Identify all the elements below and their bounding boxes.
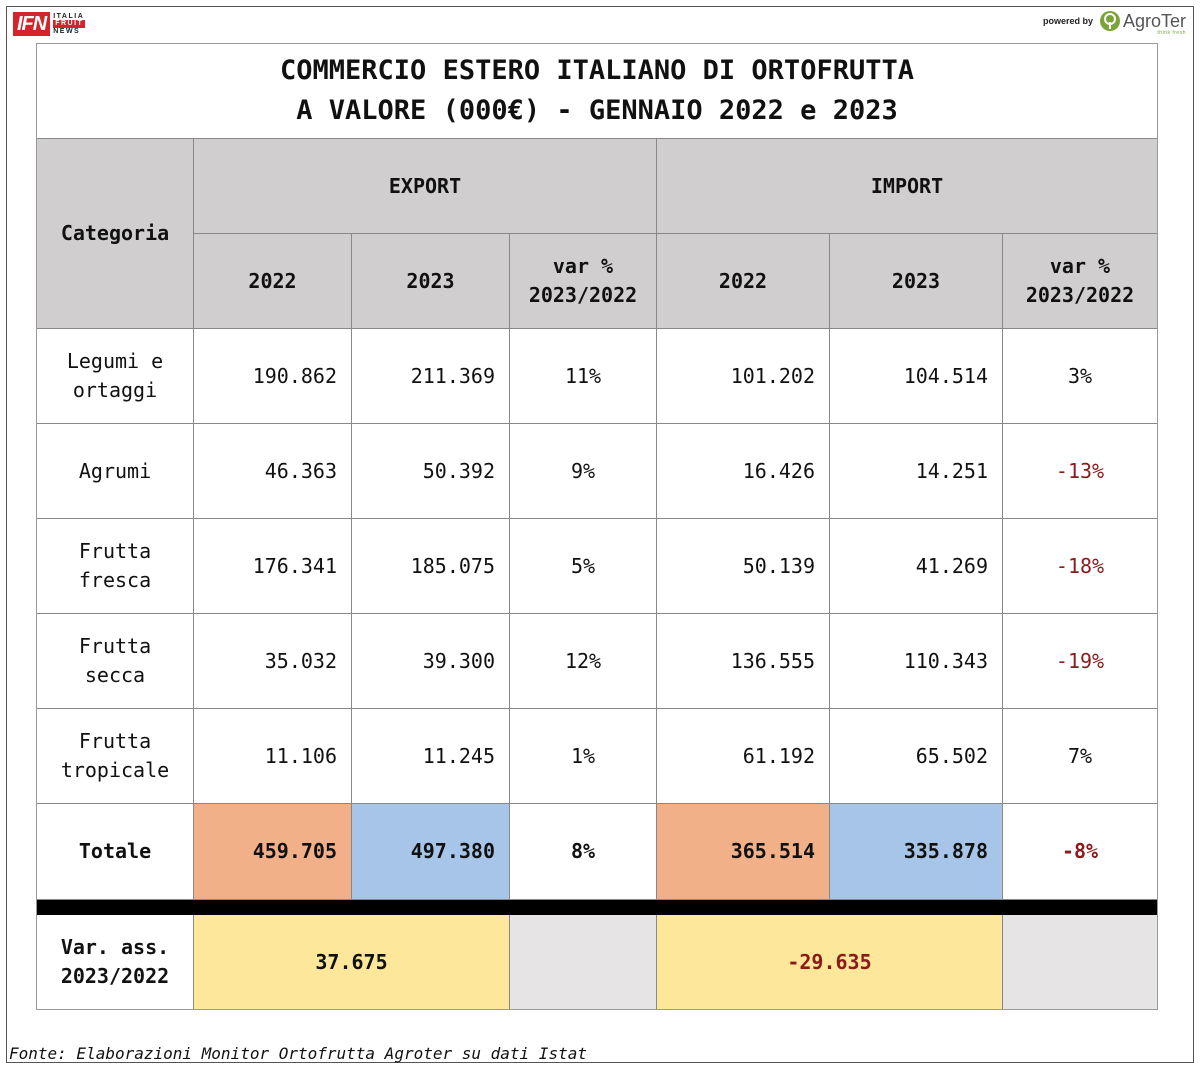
total-import-var: -8% (1003, 804, 1157, 900)
row-cell-i22: 50.139 (657, 519, 830, 614)
row-category-line-2: tropicale (60, 758, 170, 782)
row-category: Frutta tropicale (37, 709, 194, 804)
row-category-line-1: Frutta (78, 729, 152, 753)
ifn-word-fruit: FRUIT (53, 20, 86, 28)
total-import-2023: 335.878 (830, 804, 1003, 900)
row-cell-ev: 12% (510, 614, 657, 709)
var-label-line-1: var % (552, 254, 614, 278)
ifn-words: ITALIA FRUIT NEWS (53, 12, 86, 36)
row-category-line-1: Legumi e (66, 349, 164, 373)
row-category: Frutta secca (37, 614, 194, 709)
var-ass-export-empty (510, 915, 657, 1009)
var-label-line-1: var % (1049, 254, 1111, 278)
row-category-line-2: fresca (78, 568, 152, 592)
header-import-2023: 2023 (830, 234, 1003, 329)
var-ass-import-empty (1003, 915, 1157, 1009)
row-cell-ev: 1% (510, 709, 657, 804)
title-line-1: COMMERCIO ESTERO ITALIANO DI ORTOFRUTTA (280, 55, 914, 86)
outer-frame (6, 6, 1194, 1063)
row-category-line-1: Agrumi (78, 458, 152, 483)
ifn-logo: IFN ITALIA FRUIT NEWS (13, 12, 86, 36)
title-line-2: A VALORE (000€) - GENNAIO 2022 e 2023 (296, 95, 898, 126)
row-cell-e23: 50.392 (352, 424, 510, 519)
total-label: Totale (37, 804, 194, 900)
row-cell-i23: 14.251 (830, 424, 1003, 519)
header-import-var: var % 2023/2022 (1003, 234, 1157, 329)
row-cell-iv: -18% (1003, 519, 1157, 614)
row-category: Legumi e ortaggi (37, 329, 194, 424)
header-import-2022: 2022 (657, 234, 830, 329)
total-export-2022: 459.705 (194, 804, 352, 900)
row-category: Agrumi (37, 424, 194, 519)
agroter-mark: AgroTer (1099, 10, 1186, 32)
trade-table: COMMERCIO ESTERO ITALIANO DI ORTOFRUTTA … (36, 43, 1158, 1010)
row-category: Frutta fresca (37, 519, 194, 614)
row-cell-e23: 185.075 (352, 519, 510, 614)
separator-bar (37, 900, 1157, 915)
var-ass-export: 37.675 (194, 915, 510, 1009)
header-export-2023: 2023 (352, 234, 510, 329)
header-import: IMPORT (657, 139, 1157, 234)
agroter-tagline: think fresh (1157, 30, 1186, 36)
row-cell-i22: 101.202 (657, 329, 830, 424)
header-categoria: Categoria (37, 139, 194, 329)
agroter-word: AgroTer (1122, 11, 1186, 31)
total-import-2022: 365.514 (657, 804, 830, 900)
row-cell-e22: 46.363 (194, 424, 352, 519)
tree-icon (1099, 11, 1120, 31)
header-export-2022: 2022 (194, 234, 352, 329)
row-cell-e22: 176.341 (194, 519, 352, 614)
total-export-2023: 497.380 (352, 804, 510, 900)
var-ass-label-line-1: Var. ass. (60, 935, 170, 959)
agroter-logo: powered by AgroTer think fresh (1042, 10, 1186, 36)
row-cell-i23: 104.514 (830, 329, 1003, 424)
row-cell-ev: 11% (510, 329, 657, 424)
table-title: COMMERCIO ESTERO ITALIANO DI ORTOFRUTTA … (37, 44, 1157, 139)
source-note: Fonte: Elaborazioni Monitor Ortofrutta A… (9, 1044, 587, 1063)
ifn-word-news: NEWS (53, 27, 81, 35)
row-category-line-1: Frutta (78, 634, 152, 658)
row-cell-iv: 3% (1003, 329, 1157, 424)
row-category-line-1: Frutta (78, 539, 152, 563)
row-cell-i23: 110.343 (830, 614, 1003, 709)
row-cell-ev: 5% (510, 519, 657, 614)
var-label-line-2: 2023/2022 (528, 283, 638, 307)
ifn-word-italia: ITALIA (53, 12, 85, 20)
row-cell-iv: -19% (1003, 614, 1157, 709)
row-category-line-2: ortaggi (72, 378, 158, 402)
row-cell-e23: 211.369 (352, 329, 510, 424)
var-ass-import: -29.635 (657, 915, 1003, 1009)
row-cell-e22: 35.032 (194, 614, 352, 709)
powered-by-label: powered by (1042, 16, 1093, 26)
row-cell-iv: -13% (1003, 424, 1157, 519)
total-export-var: 8% (510, 804, 657, 900)
row-cell-e23: 11.245 (352, 709, 510, 804)
ifn-mark: IFN (13, 12, 51, 36)
header-export-var: var % 2023/2022 (510, 234, 657, 329)
header-export: EXPORT (194, 139, 657, 234)
var-ass-label-line-2: 2023/2022 (60, 964, 170, 988)
row-cell-i23: 65.502 (830, 709, 1003, 804)
row-cell-i22: 136.555 (657, 614, 830, 709)
row-cell-iv: 7% (1003, 709, 1157, 804)
var-label-line-2: 2023/2022 (1025, 283, 1135, 307)
row-cell-e22: 190.862 (194, 329, 352, 424)
row-category-line-2: secca (84, 663, 146, 687)
row-cell-i22: 61.192 (657, 709, 830, 804)
var-ass-label: Var. ass. 2023/2022 (37, 915, 194, 1009)
row-cell-e23: 39.300 (352, 614, 510, 709)
row-cell-i23: 41.269 (830, 519, 1003, 614)
row-cell-e22: 11.106 (194, 709, 352, 804)
row-cell-ev: 9% (510, 424, 657, 519)
row-cell-i22: 16.426 (657, 424, 830, 519)
